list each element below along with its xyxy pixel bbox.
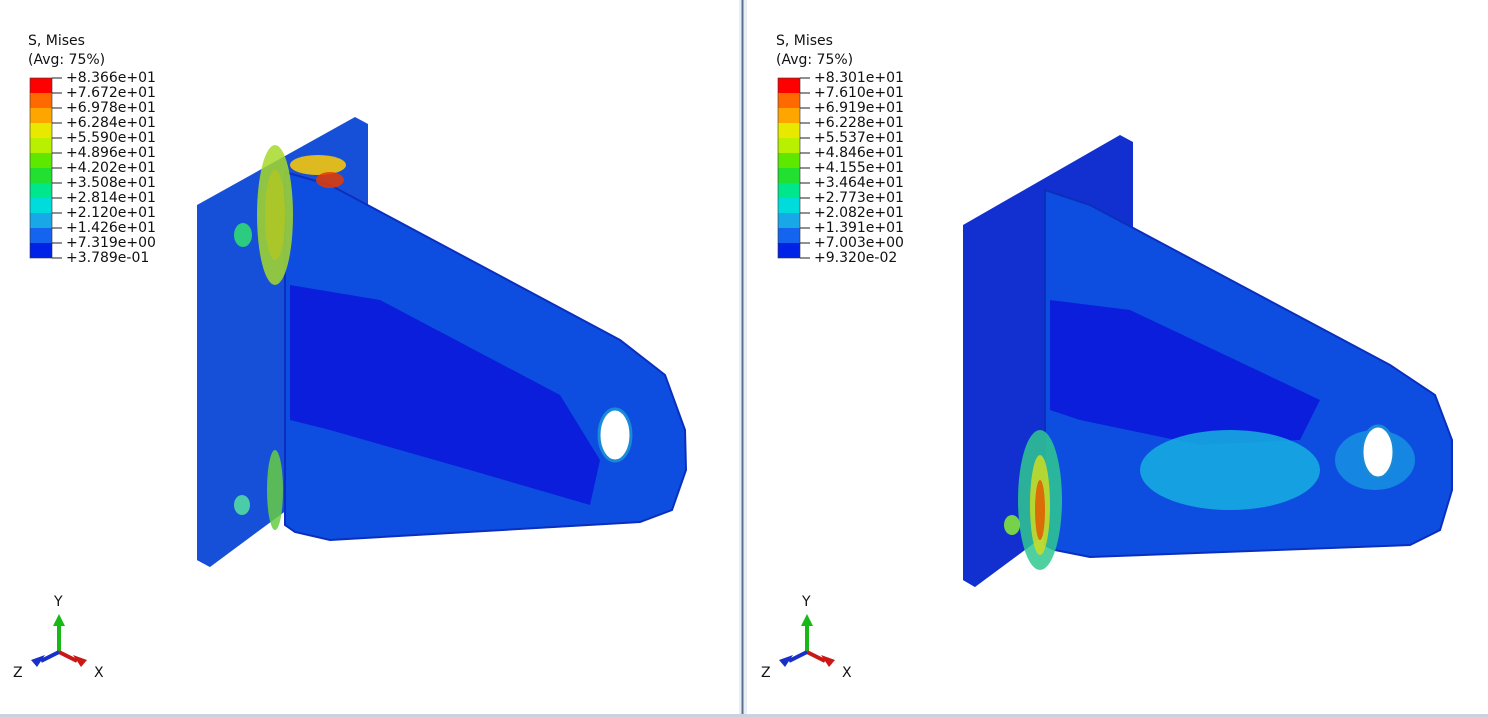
legend-label: +4.896e+01 xyxy=(66,145,156,161)
legend-label: +4.846e+01 xyxy=(814,145,904,161)
legend-label: +1.426e+01 xyxy=(66,220,156,236)
legend-label: +9.320e-02 xyxy=(814,250,897,266)
legend-swatch xyxy=(30,108,52,123)
triad-x-axis xyxy=(58,650,78,663)
legend-label: +2.773e+01 xyxy=(814,190,904,206)
legend-label: +5.590e+01 xyxy=(66,130,156,146)
model-view xyxy=(197,117,688,567)
model-view xyxy=(963,135,1453,587)
triad-z-head xyxy=(31,655,45,667)
legend-swatch xyxy=(30,93,52,108)
triad-x-label: X xyxy=(842,665,852,681)
triad-y-head xyxy=(53,614,65,626)
triad-x-label: X xyxy=(94,665,104,681)
legend-label: +2.120e+01 xyxy=(66,205,156,221)
legend-label: +6.228e+01 xyxy=(814,115,904,131)
legend-label: +1.391e+01 xyxy=(814,220,904,236)
legend-label: +6.919e+01 xyxy=(814,100,904,116)
legend-subtitle: (Avg: 75%) xyxy=(28,52,105,68)
stress-contour xyxy=(267,450,283,530)
stress-contour xyxy=(1140,430,1320,510)
triad-y-head xyxy=(801,614,813,626)
legend-label: +3.508e+01 xyxy=(66,175,156,191)
triad-y-label: Y xyxy=(53,594,63,610)
legend-swatch xyxy=(30,123,52,138)
legend-swatch xyxy=(778,213,800,228)
legend-label: +7.610e+01 xyxy=(814,85,904,101)
stress-contour xyxy=(316,172,344,188)
triad-z-head xyxy=(779,655,793,667)
legend-label: +7.672e+01 xyxy=(66,85,156,101)
triad-z-axis xyxy=(40,650,60,663)
legend-label: +2.814e+01 xyxy=(66,190,156,206)
legend-label: +4.155e+01 xyxy=(814,160,904,176)
legend-swatch xyxy=(30,243,52,258)
triad-x-head xyxy=(73,655,87,667)
legend-swatch xyxy=(30,153,52,168)
legend-label: +6.978e+01 xyxy=(66,100,156,116)
legend-swatch xyxy=(30,228,52,243)
legend-label: +8.301e+01 xyxy=(814,70,904,86)
triad-x-head xyxy=(821,655,835,667)
legend-swatch xyxy=(778,183,800,198)
legend-swatch xyxy=(778,228,800,243)
legend-label: +3.464e+01 xyxy=(814,175,904,191)
legend-swatch xyxy=(778,168,800,183)
triad-z-axis xyxy=(788,650,808,663)
legend-swatch xyxy=(30,78,52,93)
legend-swatch xyxy=(778,243,800,258)
triad-x-axis xyxy=(806,650,826,663)
low-stress-region xyxy=(290,285,600,505)
legend-swatch xyxy=(778,123,800,138)
stress-contour xyxy=(290,155,346,175)
legend-swatch xyxy=(778,108,800,123)
legend-subtitle: (Avg: 75%) xyxy=(776,52,853,68)
hole xyxy=(1360,424,1396,480)
legend-label: +2.082e+01 xyxy=(814,205,904,221)
triad-z-label: Z xyxy=(13,665,23,681)
legend-title: S, Mises xyxy=(776,33,833,49)
triad-y-label: Y xyxy=(801,594,811,610)
legend-swatch xyxy=(778,198,800,213)
legend-swatch xyxy=(778,153,800,168)
legend-swatch xyxy=(30,138,52,153)
legend-label: +7.319e+00 xyxy=(66,235,156,251)
legend-swatch xyxy=(778,138,800,153)
legend-swatch xyxy=(30,198,52,213)
legend-label: +4.202e+01 xyxy=(66,160,156,176)
legend-label: +3.789e-01 xyxy=(66,250,149,266)
legend-swatch xyxy=(30,183,52,198)
legend-swatch xyxy=(30,168,52,183)
legend-label: +5.537e+01 xyxy=(814,130,904,146)
legend-swatch xyxy=(778,93,800,108)
stress-contour xyxy=(1035,480,1045,540)
hole xyxy=(597,407,633,463)
legend-label: +7.003e+00 xyxy=(814,235,904,251)
stress-contour xyxy=(234,223,252,247)
low-stress-region xyxy=(1050,300,1320,445)
legend-label: +6.284e+01 xyxy=(66,115,156,131)
stress-contour xyxy=(1004,515,1020,535)
stress-contour xyxy=(234,495,250,515)
triad-z-label: Z xyxy=(761,665,771,681)
legend-title: S, Mises xyxy=(28,33,85,49)
legend-label: +8.366e+01 xyxy=(66,70,156,86)
stress-contour xyxy=(257,145,293,285)
legend-swatch xyxy=(30,213,52,228)
legend-swatch xyxy=(778,78,800,93)
